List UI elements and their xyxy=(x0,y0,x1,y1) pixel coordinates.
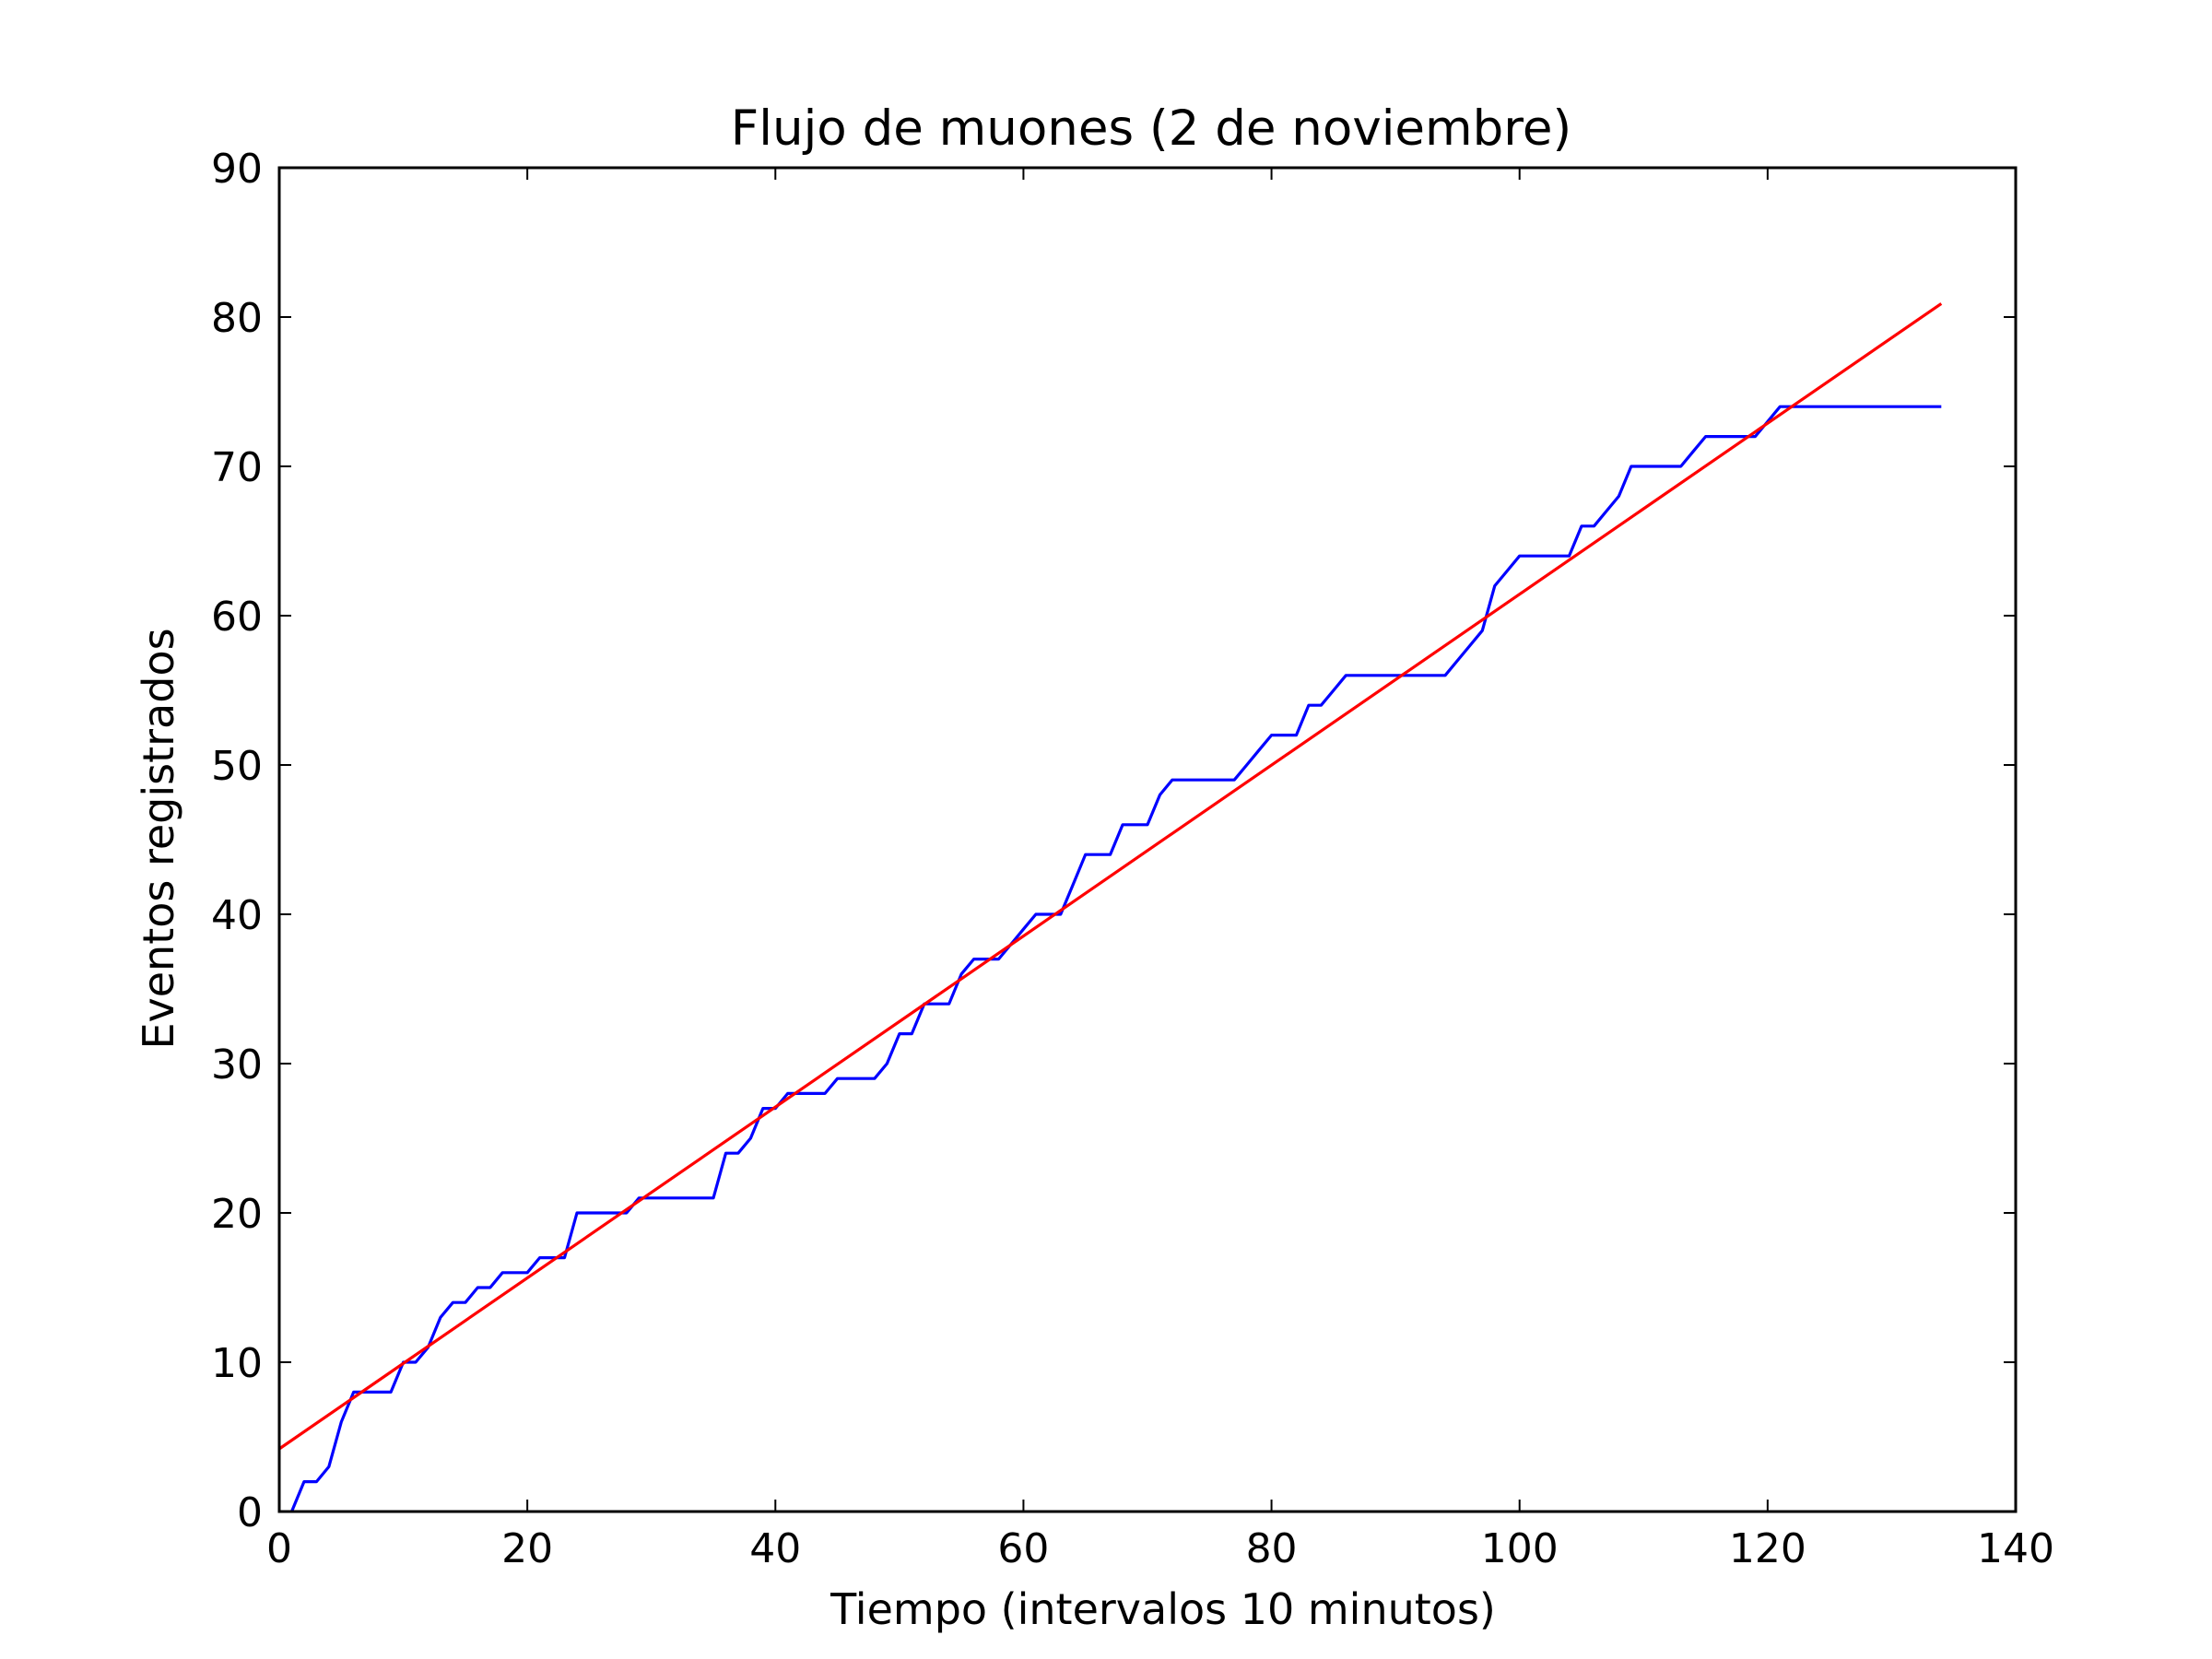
y-tick-label: 40 xyxy=(211,892,263,939)
x-tick-label: 100 xyxy=(1481,1525,1559,1572)
y-tick-label: 0 xyxy=(237,1489,263,1536)
y-tick-label: 30 xyxy=(211,1041,263,1088)
y-axis-label: Eventos registrados xyxy=(134,628,183,1049)
x-tick-label: 0 xyxy=(266,1525,292,1572)
y-tick-label: 10 xyxy=(211,1340,263,1387)
series-line-2 xyxy=(279,302,1943,1451)
y-tick-label: 20 xyxy=(211,1191,263,1238)
y-tick-label: 90 xyxy=(211,146,263,193)
x-tick-label: 40 xyxy=(749,1525,801,1572)
y-tick-label: 50 xyxy=(211,743,263,790)
x-axis-label: Tiempo (intervalos 10 minutos) xyxy=(830,1584,1496,1634)
axes-frame xyxy=(277,166,2018,1513)
x-tick-label: 60 xyxy=(997,1525,1049,1572)
x-tick-label: 80 xyxy=(1246,1525,1298,1572)
y-tick-label: 80 xyxy=(211,295,263,342)
plot-area: 0 20 40 60 80 100 120 140 0 10 20 30 40 50 60 70 80 90 xyxy=(211,146,2054,1572)
x-tick-label: 120 xyxy=(1729,1525,1806,1572)
x-tick-label: 140 xyxy=(1977,1525,2054,1572)
x-tick-label: 20 xyxy=(501,1525,553,1572)
y-tick-label: 60 xyxy=(211,594,263,641)
chart-title: Flujo de muones (2 de noviembre) xyxy=(731,100,1571,157)
y-tick-label: 70 xyxy=(211,444,263,491)
